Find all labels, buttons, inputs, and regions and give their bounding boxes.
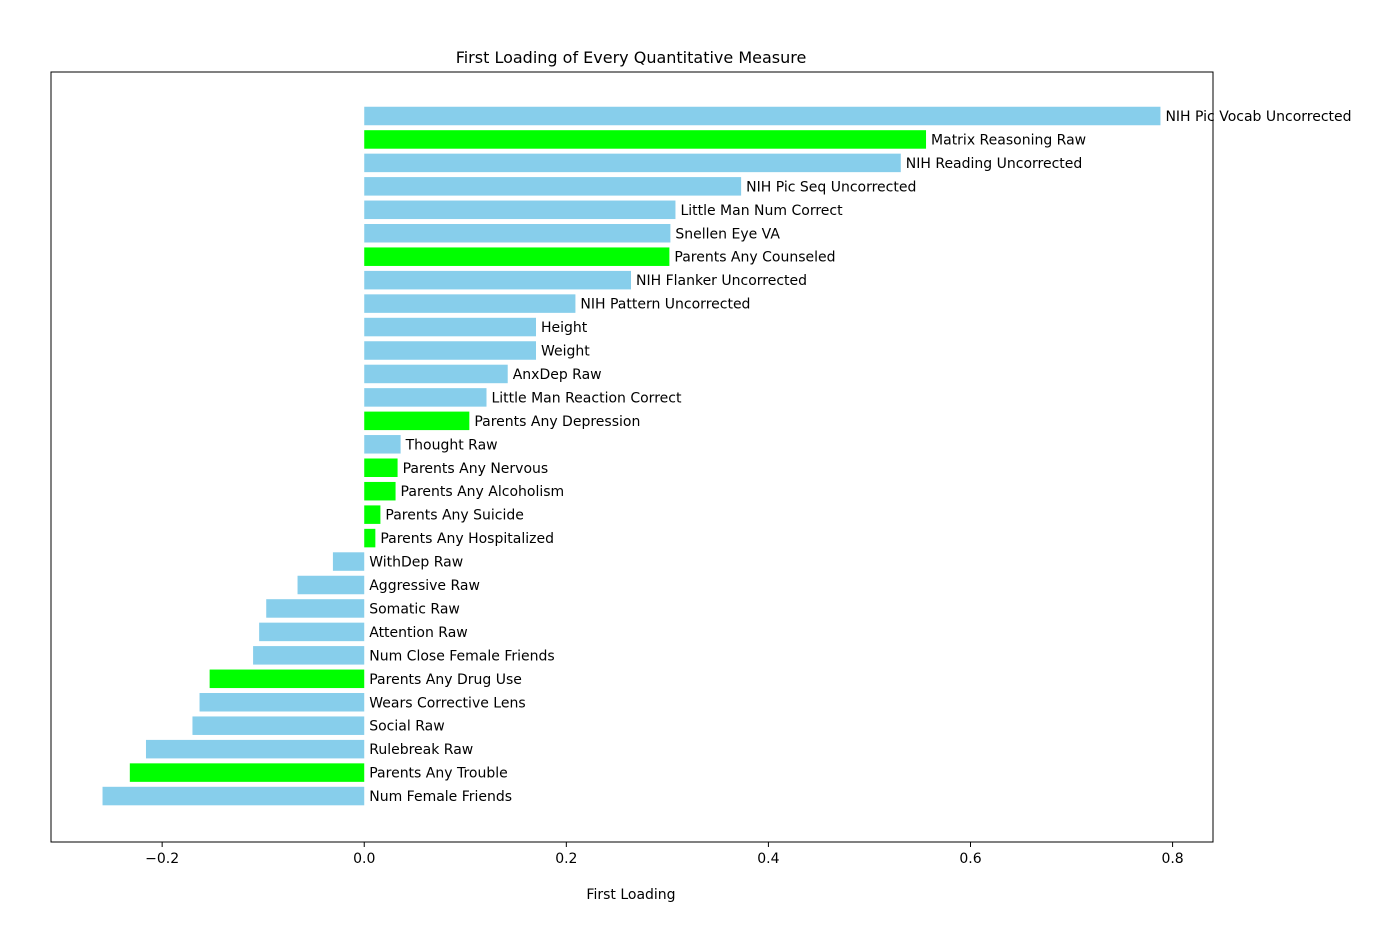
bar-label: Parents Any Nervous <box>403 461 549 477</box>
bar-label: Parents Any Trouble <box>369 766 508 782</box>
bar <box>266 599 365 618</box>
bar <box>364 458 398 477</box>
bar-label: Rulebreak Raw <box>369 742 473 758</box>
x-axis-label: First Loading <box>586 887 675 903</box>
bar-label: Parents Any Depression <box>474 414 640 430</box>
x-tick-label: 0.0 <box>353 851 375 867</box>
x-tick-label: 0.4 <box>757 851 779 867</box>
bar-label: Thought Raw <box>405 437 498 453</box>
bar <box>364 270 631 290</box>
bar-label: Little Man Reaction Correct <box>491 390 681 406</box>
x-tick-label: 0.8 <box>1161 851 1183 867</box>
bar-label: NIH Pic Seq Uncorrected <box>746 179 916 195</box>
bar <box>364 411 470 431</box>
bar-label: Aggressive Raw <box>369 578 480 594</box>
bar <box>364 224 671 243</box>
bars-layer <box>102 106 1161 806</box>
bar <box>364 177 742 196</box>
bar-label: AnxDep Raw <box>513 367 602 383</box>
bar-label: NIH Pattern Uncorrected <box>580 297 750 313</box>
bar <box>364 106 1161 126</box>
bar-label: Num Close Female Friends <box>369 648 554 664</box>
bar <box>364 317 537 337</box>
bar <box>364 435 401 454</box>
bar-label: Parents Any Alcoholism <box>401 484 565 500</box>
bar-label: Somatic Raw <box>369 601 460 617</box>
bar <box>253 646 365 665</box>
bar-label: Snellen Eye VA <box>675 226 780 242</box>
bar <box>259 622 365 642</box>
bar-label: Parents Any Counseled <box>674 250 835 266</box>
bar-label: Parents Any Hospitalized <box>380 531 554 547</box>
bar-label: Social Raw <box>369 719 444 735</box>
bar <box>364 200 676 220</box>
bar <box>364 364 508 384</box>
bar-labels-layer: NIH Pic Vocab Uncorrected Matrix Reasonin… <box>369 109 1351 805</box>
bar <box>364 528 376 548</box>
bar <box>364 247 670 266</box>
chart-title: First Loading of Every Quantitative Meas… <box>456 48 807 67</box>
x-axis-ticks: −0.2 0.0 0.2 0.4 0.6 0.8 <box>145 842 1184 867</box>
bar <box>332 552 365 571</box>
x-tick-label: 0.6 <box>959 851 981 867</box>
bar <box>145 739 365 759</box>
bar <box>364 130 927 149</box>
x-tick-label: −0.2 <box>145 851 179 867</box>
bar-label: Little Man Num Correct <box>680 203 843 219</box>
bar-label: Parents Any Suicide <box>385 508 523 524</box>
bar <box>364 294 576 313</box>
bar <box>364 481 396 501</box>
bar <box>364 341 537 360</box>
bar-label: NIH Reading Uncorrected <box>906 156 1083 172</box>
bar-label: Wears Corrective Lens <box>369 695 525 711</box>
bar <box>364 505 381 524</box>
bar <box>209 669 365 689</box>
plot-frame <box>50 71 1214 843</box>
bar-label: NIH Flanker Uncorrected <box>636 273 807 289</box>
bar <box>364 388 487 407</box>
bar-label: Parents Any Drug Use <box>369 672 522 688</box>
bar <box>192 716 365 735</box>
bar-label: Num Female Friends <box>369 789 512 805</box>
bar-label: Weight <box>541 344 590 360</box>
bar <box>199 693 365 712</box>
x-tick-label: 0.2 <box>555 851 577 867</box>
bar-label: Attention Raw <box>369 625 468 641</box>
bar-label: WithDep Raw <box>369 555 463 571</box>
bar <box>297 575 365 595</box>
bar <box>129 763 365 782</box>
bar-label: Matrix Reasoning Raw <box>931 132 1086 148</box>
bar-label: NIH Pic Vocab Uncorrected <box>1165 109 1351 125</box>
bar-label: Height <box>541 320 588 336</box>
bar <box>102 786 365 806</box>
bar <box>364 153 901 173</box>
